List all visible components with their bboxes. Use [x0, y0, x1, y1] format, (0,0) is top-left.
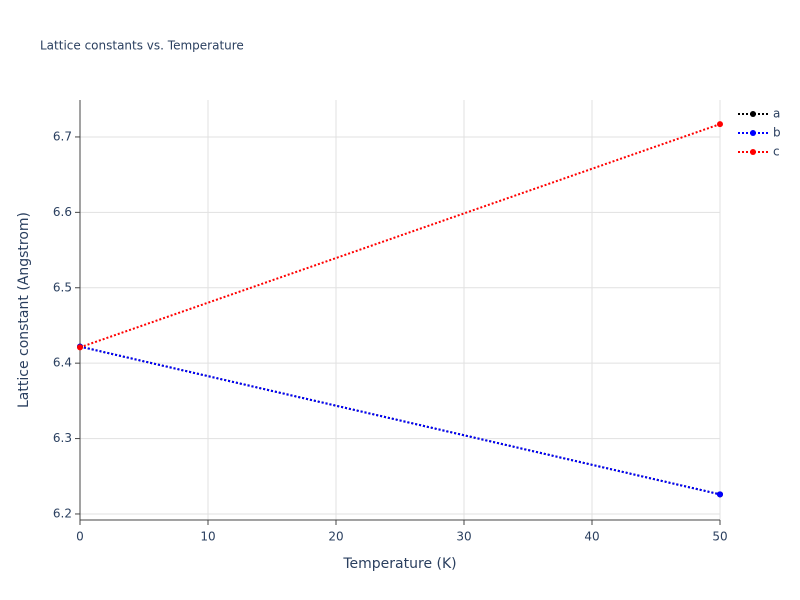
y-tick-label: 6.6	[53, 205, 72, 219]
x-tick-label: 20	[328, 530, 343, 544]
point	[77, 344, 83, 351]
x-axis-title: Temperature (K)	[342, 556, 456, 572]
legend-marker	[750, 149, 756, 155]
y-tick-label: 6.4	[53, 356, 72, 370]
series-line	[79, 123, 721, 349]
legend-label: b	[773, 126, 781, 140]
y-axis-title: Lattice constant (Angstrom)	[16, 212, 32, 408]
y-tick-label: 6.5	[53, 280, 72, 294]
series-line	[79, 345, 721, 496]
y-tick-label: 6.3	[53, 431, 72, 445]
x-tick-label: 40	[584, 530, 599, 544]
legend-marker	[750, 130, 756, 136]
x-tick-label: 50	[712, 530, 727, 544]
legend-label: a	[773, 107, 780, 121]
legend-label: c	[773, 145, 780, 159]
legend-marker	[750, 111, 756, 117]
x-tick-label: 10	[200, 530, 215, 544]
point	[717, 491, 723, 498]
y-tick-label: 6.2	[53, 506, 72, 520]
x-tick-label: 30	[456, 530, 471, 544]
chart-title: Lattice constants vs. Temperature	[40, 39, 244, 53]
y-tick-label: 6.7	[53, 129, 72, 143]
x-tick-label: 0	[76, 530, 84, 544]
point	[717, 121, 723, 128]
